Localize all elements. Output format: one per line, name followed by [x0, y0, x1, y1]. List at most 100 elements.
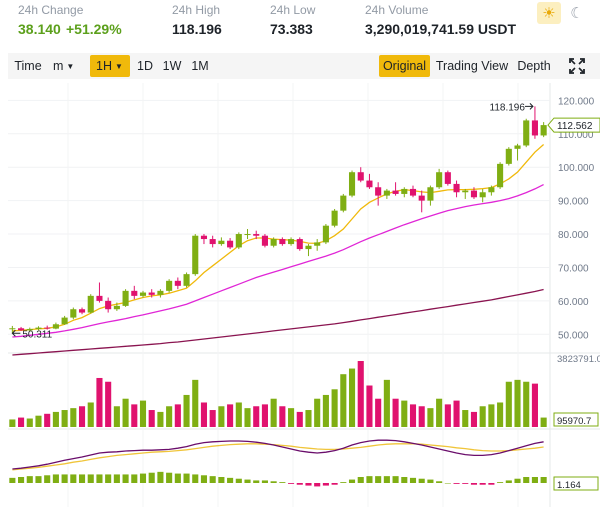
interval-minute-dropdown[interactable]: m ▼	[48, 55, 84, 77]
candle-body	[314, 242, 321, 246]
volume-bar	[52, 411, 59, 427]
candle-body	[192, 235, 199, 275]
candle-body	[18, 328, 25, 331]
candle-body	[288, 239, 295, 245]
volume-bar	[288, 408, 295, 427]
volume-bar	[305, 410, 312, 427]
volume-bar	[35, 415, 42, 427]
kline-chart[interactable]: 50.000 60.000 70.000 80.000 90.000 100.000 110…	[8, 83, 607, 507]
chart-background	[8, 83, 600, 507]
macd-histogram-bar	[139, 473, 147, 483]
macd-histogram-bar	[314, 483, 321, 487]
macd-histogram-bar	[148, 472, 155, 483]
volume-bar	[174, 404, 181, 427]
volume-series	[9, 361, 547, 427]
candle-body	[131, 290, 138, 296]
volume-bar	[296, 411, 303, 427]
macd-histogram-bar	[453, 483, 460, 484]
volume-bar	[322, 394, 329, 427]
volume-bar	[505, 381, 512, 427]
price-markers: 3823791.00 95970.7 1.164 112.562 118.196 50.…	[11, 102, 607, 491]
volume-bar	[436, 398, 443, 427]
macd-histogram-bar	[52, 474, 59, 483]
volume-bar	[453, 400, 460, 427]
interval-hour-dropdown[interactable]: 1H ▼	[90, 55, 130, 77]
price-axis: 50.000 60.000 70.000 80.000 90.000 100.000 110…	[558, 96, 595, 341]
moon-icon[interactable]: ☾	[570, 5, 584, 22]
macd-current-label: 1.164	[557, 480, 581, 491]
volume-bar	[470, 411, 478, 427]
view-original-button[interactable]: Original	[379, 55, 430, 77]
volume-bar	[61, 410, 68, 427]
macd-histogram-bar	[540, 477, 547, 483]
interval-time-button[interactable]: Time	[14, 59, 42, 73]
price-tick-label: 60.000	[558, 297, 589, 308]
candle-body	[253, 234, 260, 236]
candle-body	[227, 240, 234, 248]
candle-body	[470, 190, 478, 198]
macd-line	[12, 439, 544, 470]
volume-bar	[279, 406, 286, 427]
candle-body	[218, 240, 225, 245]
candle-body	[209, 239, 216, 245]
macd-histogram-bar	[200, 475, 208, 483]
volume-bar	[392, 398, 399, 427]
volume-bar	[78, 406, 86, 427]
fullscreen-icon[interactable]	[564, 55, 590, 77]
candle-body	[331, 210, 338, 226]
volume-bar	[427, 408, 434, 427]
volume-bar	[340, 374, 347, 427]
candle-body	[52, 324, 59, 329]
candle-body	[235, 234, 242, 248]
price-tick-label: 120.000	[558, 96, 595, 107]
volume-bar	[200, 402, 208, 427]
macd-histogram-bar	[235, 478, 242, 483]
candle-body	[375, 187, 382, 196]
macd-histogram-bar	[444, 483, 451, 484]
interval-1m-button[interactable]: 1M	[191, 59, 209, 73]
candle-body	[174, 280, 181, 286]
macd-histogram-bar	[209, 476, 216, 483]
price-tick-label: 50.000	[558, 330, 589, 341]
macd-histogram-bar	[279, 482, 286, 483]
interval-1d-button[interactable]: 1D	[137, 59, 153, 73]
hour-label: 1H	[96, 59, 112, 73]
macd-histogram-bar	[227, 477, 234, 483]
macd-histogram-bar	[9, 477, 16, 483]
macd-histogram-bar	[427, 479, 434, 483]
volume-bar	[314, 398, 321, 427]
candle-body	[488, 187, 495, 193]
macd-histogram-bar	[348, 479, 356, 483]
volume-bar	[270, 398, 277, 427]
stat-change-value: 38.140	[18, 21, 61, 37]
candle-body	[166, 280, 173, 291]
interval-1w-button[interactable]: 1W	[162, 59, 182, 73]
volume-bar	[209, 410, 216, 427]
candle-body	[436, 172, 443, 188]
macd-histogram-bar	[340, 482, 347, 483]
candle-body	[35, 327, 42, 329]
volume-bar	[18, 417, 25, 427]
volume-bar	[26, 418, 33, 427]
macd-histogram-bar	[70, 474, 77, 483]
view-depth-button[interactable]: Depth	[517, 59, 551, 73]
volume-bar	[383, 379, 390, 427]
stat-change-percent: +51.29%	[66, 21, 122, 37]
candle-body	[139, 292, 147, 296]
volume-bar	[166, 406, 173, 427]
view-tradingview-button[interactable]: Trading View	[435, 59, 509, 73]
kline-svg[interactable]: 50.000 60.000 70.000 80.000 90.000 100.000 110…	[8, 83, 607, 507]
candlestick-series	[9, 106, 547, 334]
candle-body	[244, 234, 251, 236]
candle-body	[322, 225, 329, 243]
macd-histogram-bar	[470, 483, 478, 485]
volume-bar	[375, 398, 382, 427]
macd-histogram-bar	[105, 474, 112, 483]
candle-body	[340, 195, 347, 211]
sun-icon[interactable]: ☀	[537, 2, 561, 24]
volume-bar	[401, 400, 408, 427]
candle-body	[200, 235, 208, 240]
volume-bar	[331, 389, 338, 427]
volume-bar	[479, 406, 486, 427]
volume-bar	[218, 406, 225, 427]
